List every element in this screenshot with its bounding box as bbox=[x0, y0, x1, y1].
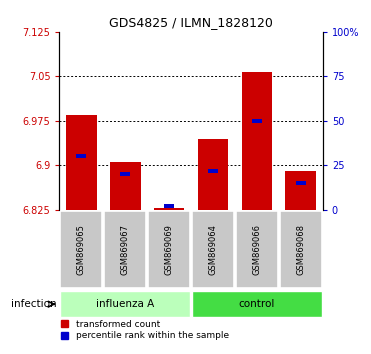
Bar bbox=[208, 169, 218, 173]
Bar bbox=[66, 115, 97, 210]
Text: GSM869068: GSM869068 bbox=[296, 224, 305, 275]
Bar bbox=[252, 119, 262, 123]
FancyBboxPatch shape bbox=[236, 211, 278, 289]
Title: GDS4825 / ILMN_1828120: GDS4825 / ILMN_1828120 bbox=[109, 16, 273, 29]
Text: infection: infection bbox=[11, 299, 56, 309]
Bar bbox=[242, 72, 272, 210]
FancyBboxPatch shape bbox=[148, 211, 190, 289]
FancyBboxPatch shape bbox=[192, 291, 322, 317]
Bar bbox=[110, 162, 141, 210]
Text: GSM869069: GSM869069 bbox=[165, 224, 174, 275]
FancyBboxPatch shape bbox=[192, 211, 234, 289]
Legend: transformed count, percentile rank within the sample: transformed count, percentile rank withi… bbox=[61, 320, 229, 341]
Bar bbox=[285, 171, 316, 210]
Bar bbox=[198, 139, 229, 210]
Bar bbox=[76, 154, 86, 158]
Text: influenza A: influenza A bbox=[96, 299, 154, 309]
Text: GSM869064: GSM869064 bbox=[209, 224, 217, 275]
FancyBboxPatch shape bbox=[280, 211, 322, 289]
Text: control: control bbox=[239, 299, 275, 309]
FancyBboxPatch shape bbox=[104, 211, 146, 289]
Text: GSM869067: GSM869067 bbox=[121, 224, 130, 275]
FancyBboxPatch shape bbox=[60, 211, 102, 289]
FancyBboxPatch shape bbox=[60, 291, 190, 317]
Text: GSM869066: GSM869066 bbox=[252, 224, 262, 275]
Bar bbox=[296, 181, 306, 185]
Bar bbox=[154, 208, 184, 210]
Text: GSM869065: GSM869065 bbox=[77, 224, 86, 275]
Bar bbox=[164, 204, 174, 208]
Bar bbox=[120, 172, 130, 176]
